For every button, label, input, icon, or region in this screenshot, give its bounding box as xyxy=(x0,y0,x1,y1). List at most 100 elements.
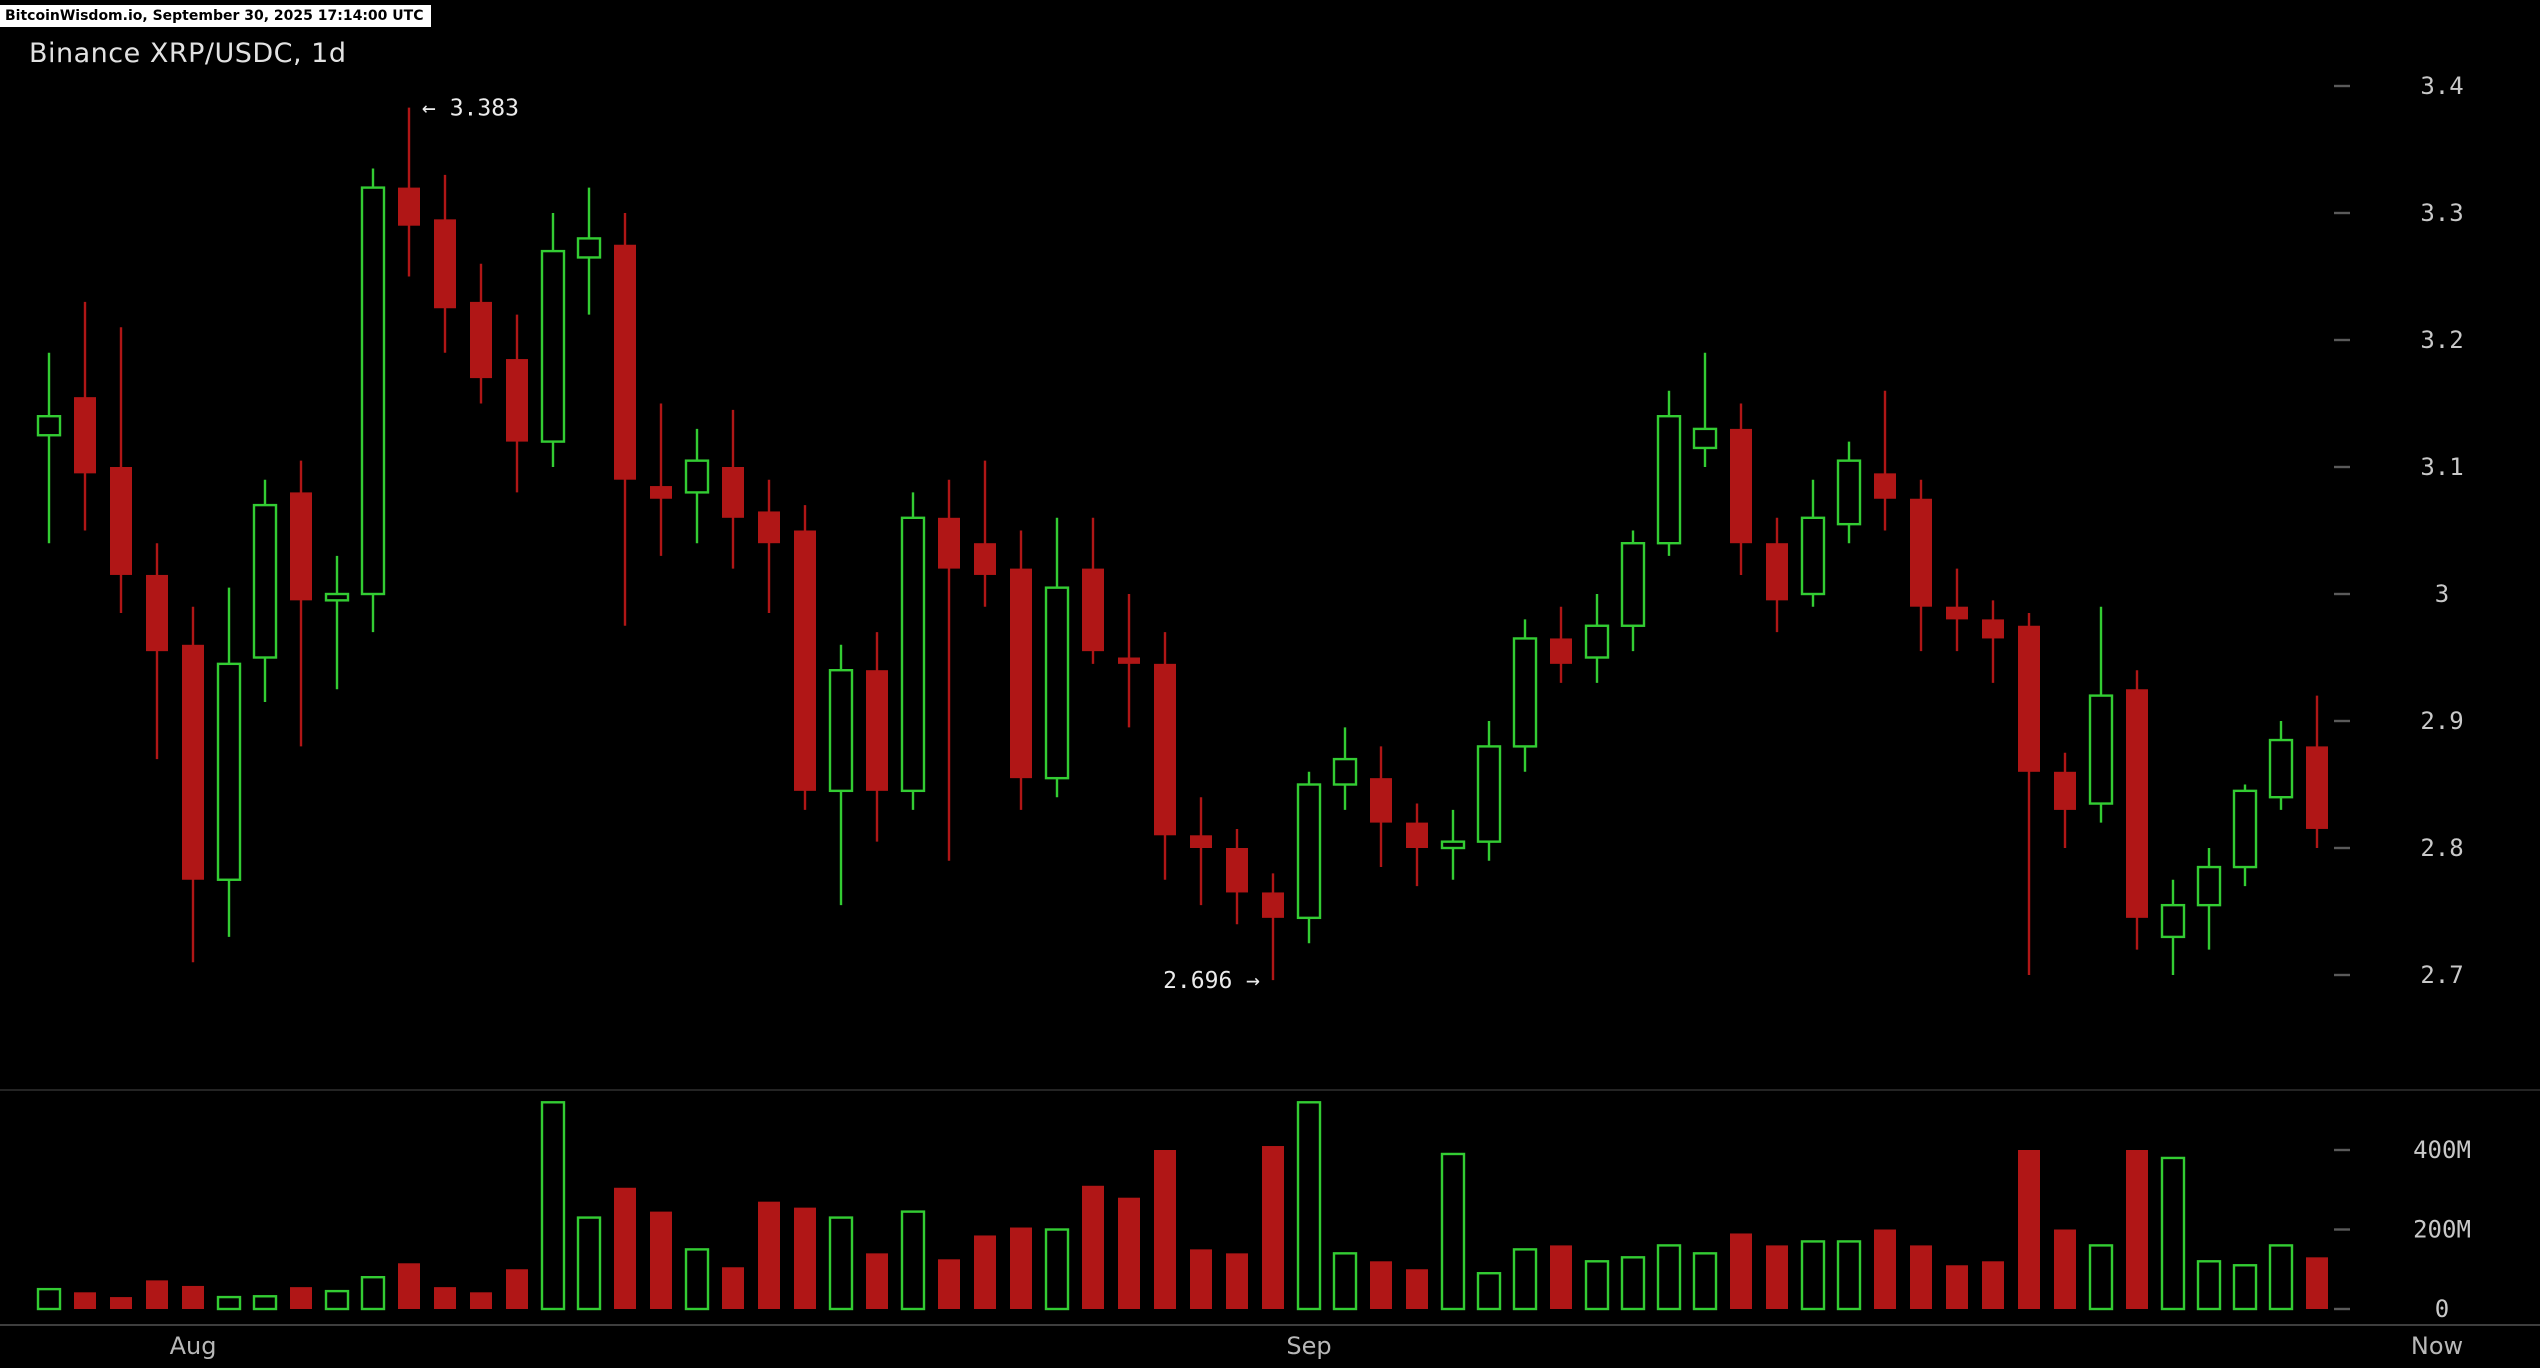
candle xyxy=(794,505,816,810)
candle xyxy=(360,168,386,633)
candle xyxy=(2232,784,2258,887)
candle-body xyxy=(290,492,312,601)
candle-body xyxy=(1620,542,1646,627)
candle xyxy=(1476,721,1502,861)
volume-bar xyxy=(74,1292,96,1309)
volume-bar xyxy=(252,1295,278,1311)
candle-body xyxy=(1440,840,1466,850)
volume-bar xyxy=(290,1287,312,1309)
candle xyxy=(974,460,996,607)
volume-bar xyxy=(1332,1252,1358,1311)
volume-bar xyxy=(506,1269,528,1309)
volume-bar xyxy=(1082,1185,1104,1309)
candle-body xyxy=(1692,427,1718,450)
candle-body xyxy=(506,359,528,442)
chart-title: Binance XRP/USDC, 1d xyxy=(29,38,347,69)
candle xyxy=(1550,606,1572,683)
candle-body xyxy=(1766,543,1788,601)
annotations-layer: ← 3.383 2.696 → xyxy=(422,96,1260,994)
time-axis-label: Aug xyxy=(170,1332,217,1360)
candle xyxy=(1800,479,1826,607)
candle-body xyxy=(1730,428,1752,544)
candle-body xyxy=(2054,771,2076,810)
candle-body xyxy=(866,670,888,791)
candle-body xyxy=(1262,892,1284,918)
candle xyxy=(1118,594,1140,728)
volume-bar xyxy=(828,1216,854,1311)
candle xyxy=(74,301,96,531)
volume-bar xyxy=(1010,1227,1032,1309)
candle-body xyxy=(684,459,710,494)
candle-body xyxy=(216,662,242,881)
candle-body xyxy=(540,249,566,443)
candle-body xyxy=(1910,498,1932,607)
candle-body xyxy=(1370,778,1392,823)
candle xyxy=(650,403,672,556)
candle xyxy=(1982,600,2004,683)
candle-body xyxy=(110,467,132,575)
candle xyxy=(290,460,312,747)
volume-bar xyxy=(1800,1240,1826,1311)
candle xyxy=(2018,613,2040,975)
volume-bar xyxy=(110,1297,132,1309)
price-annotation: ← 3.383 xyxy=(422,96,519,122)
candle-body xyxy=(2268,738,2294,799)
volume-bar xyxy=(2126,1150,2148,1309)
candle xyxy=(1584,594,1610,683)
candle xyxy=(146,543,168,760)
candle-body xyxy=(1656,415,1682,545)
price-annotation: 2.696 → xyxy=(1163,968,1260,994)
candle xyxy=(252,479,278,702)
price-tick-label: 3.4 xyxy=(2420,72,2463,100)
watermark-stamp: BitcoinWisdom.io, September 30, 2025 17:… xyxy=(0,5,432,27)
candle-body xyxy=(1406,822,1428,848)
time-axis-label: Sep xyxy=(1286,1332,1331,1360)
candle-body xyxy=(974,543,996,575)
candle xyxy=(470,263,492,404)
candle xyxy=(506,314,528,493)
candle-body xyxy=(1154,663,1176,836)
candle-body xyxy=(1550,638,1572,664)
candle xyxy=(828,644,854,906)
time-axis-label: Now xyxy=(2411,1332,2463,1360)
candle xyxy=(938,479,960,861)
price-tick-label: 3 xyxy=(2435,580,2449,608)
candle xyxy=(1766,517,1788,633)
candle xyxy=(434,174,456,353)
candle-body xyxy=(1982,619,2004,639)
volume-bar xyxy=(938,1259,960,1309)
candle-body xyxy=(576,237,602,259)
candle-body xyxy=(900,516,926,793)
volume-bar xyxy=(866,1253,888,1309)
volume-tick-label: 0 xyxy=(2435,1295,2449,1323)
candle xyxy=(2126,670,2148,950)
candle xyxy=(1082,517,1104,664)
candle-body xyxy=(146,574,168,652)
volume-bar xyxy=(360,1275,386,1311)
candle xyxy=(2088,606,2114,823)
candle-body xyxy=(252,503,278,659)
candle-body xyxy=(1044,586,1070,780)
candle-body xyxy=(2196,865,2222,907)
volume-bar xyxy=(470,1292,492,1309)
price-tick-label: 3.3 xyxy=(2420,199,2463,227)
volume-bar xyxy=(1476,1272,1502,1311)
candle xyxy=(1406,803,1428,887)
candle xyxy=(2306,695,2328,848)
candle xyxy=(684,428,710,544)
volume-bar xyxy=(1550,1245,1572,1309)
volume-bar xyxy=(1982,1261,2004,1309)
candle xyxy=(398,107,420,277)
price-tick-label: 3.1 xyxy=(2420,453,2463,481)
candle-body xyxy=(182,644,204,880)
candle-body xyxy=(1476,745,1502,843)
candle-body xyxy=(1512,637,1538,748)
candle-body xyxy=(1226,848,1248,893)
volume-layer xyxy=(36,1101,2328,1311)
candle-body xyxy=(1874,473,1896,499)
candle-body xyxy=(324,592,350,602)
candle xyxy=(216,587,242,937)
candle xyxy=(722,409,744,569)
candle-body xyxy=(650,486,672,499)
